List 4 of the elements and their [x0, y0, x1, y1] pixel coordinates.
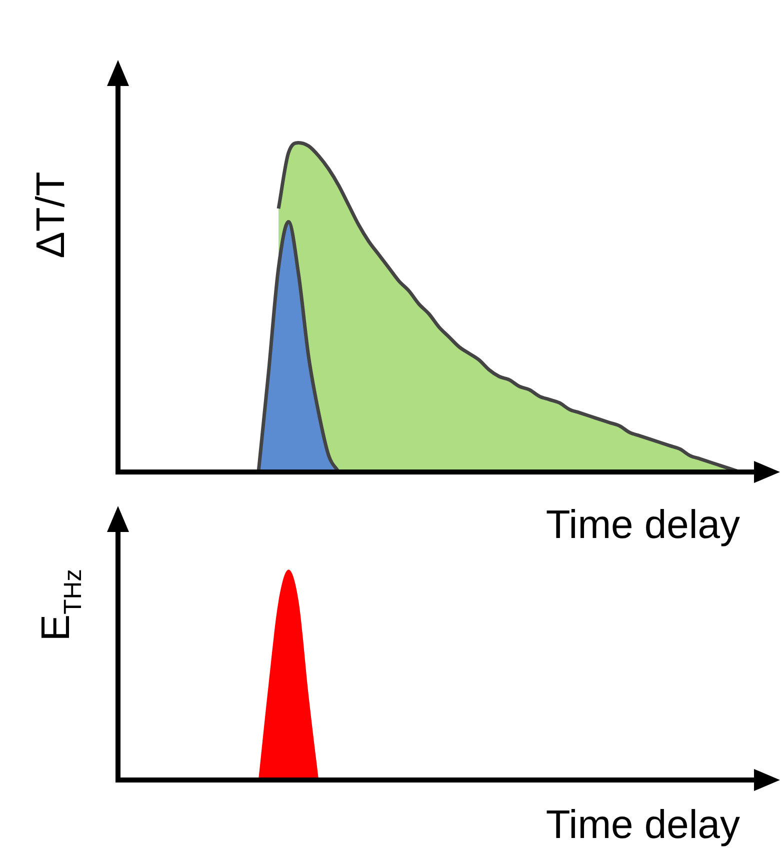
- x-axis-title: Time delay: [546, 503, 740, 547]
- x-axis-title: Time delay: [546, 803, 740, 847]
- y-axis-title: ΔT/T: [29, 172, 73, 258]
- y-axis-title: ETHz: [34, 568, 87, 642]
